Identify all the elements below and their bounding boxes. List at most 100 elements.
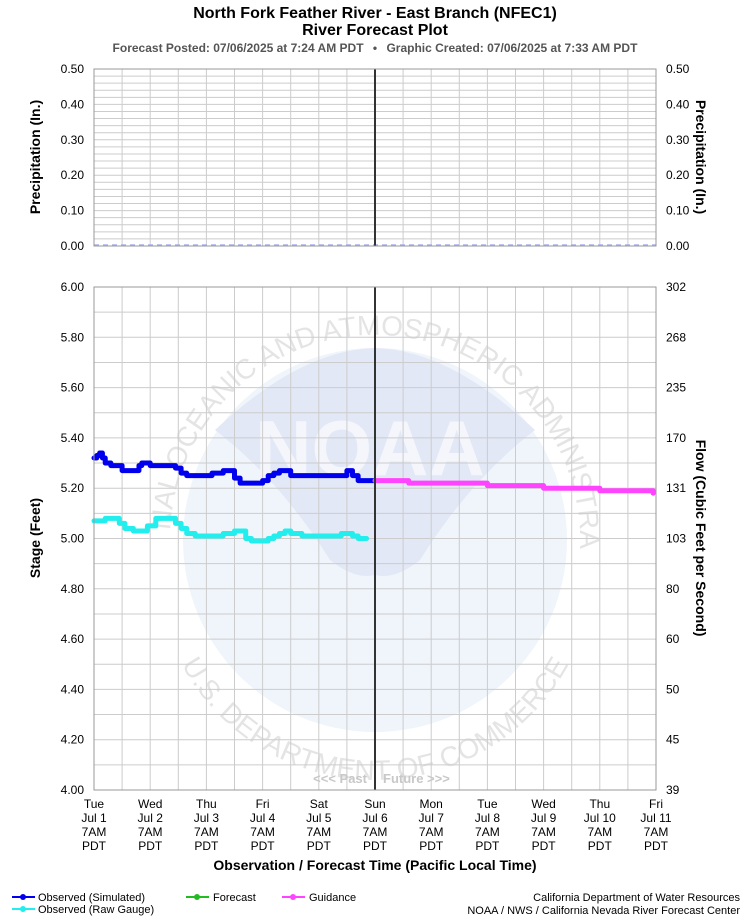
x-tick-label-line: PDT [194, 839, 219, 853]
precip-ticks-left: 0.00 0.10 0.20 0.30 0.40 0.50 [61, 62, 85, 253]
graphic-created: Graphic Created: 07/06/2025 at 7:33 AM P… [386, 41, 638, 55]
chart-subtitle: River Forecast Plot [302, 22, 449, 39]
separator-bullet: • [373, 41, 377, 55]
flow-tick-label: 235 [666, 381, 686, 395]
x-tick-label-line: Jul 8 [475, 811, 501, 825]
credit-dwr: California Department of Water Resources [533, 892, 740, 904]
precip-tick-label-right: 0.20 [666, 168, 690, 182]
series-line-guidance [372, 478, 656, 496]
x-tick-label-line: Thu [196, 797, 217, 811]
x-tick-label-line: Jul 1 [81, 811, 107, 825]
flow-tick-label: 45 [666, 733, 680, 747]
x-tick-label: Fri Jul 11 7AM PDT [640, 797, 671, 853]
x-tick-label-line: Tue [477, 797, 498, 811]
stage-tick-label: 6.00 [61, 280, 85, 294]
x-tick-label-line: Fri [649, 797, 663, 811]
flow-tick-label: 103 [666, 532, 686, 546]
x-tick-label-line: Jul 5 [306, 811, 332, 825]
stage-tick-label: 5.80 [61, 330, 85, 344]
precip-ticks-right: 0.00 0.10 0.20 0.30 0.40 0.50 [666, 62, 690, 253]
x-tick-label-line: 7AM [363, 825, 388, 839]
legend-forecast: Forecast [186, 892, 256, 904]
x-tick-label-line: 7AM [82, 825, 107, 839]
flow-tick-label: 80 [666, 582, 680, 596]
flow-tick-label: 302 [666, 280, 686, 294]
x-tick-label-line: 7AM [644, 825, 669, 839]
x-tick-label-line: Sat [310, 797, 329, 811]
x-tick-label-line: PDT [251, 839, 276, 853]
stage-series [91, 450, 656, 544]
x-tick-label-line: PDT [82, 839, 107, 853]
flow-ylabel-right: Flow (Cubic Feet per Second) [693, 440, 709, 637]
forecast-posted: Forecast Posted: 07/06/2025 at 7:24 AM P… [113, 41, 365, 55]
x-tick-label: Wed Jul 9 7AM PDT [531, 797, 557, 853]
stage-tick-label: 4.60 [61, 632, 85, 646]
precip-tick-label-left: 0.20 [61, 168, 85, 182]
x-tick-label-line: 7AM [138, 825, 163, 839]
precip-tick-label-left: 0.10 [61, 204, 85, 218]
flow-tick-label: 39 [666, 783, 680, 797]
x-tick-label-line: Thu [589, 797, 610, 811]
stage-ylabel-left: Stage (Feet) [27, 498, 43, 578]
x-tick-label-line: PDT [532, 839, 557, 853]
legend-observed-raw-label: Observed (Raw Gauge) [38, 904, 154, 916]
x-tick-label-line: Tue [84, 797, 105, 811]
stage-tick-label: 4.40 [61, 682, 85, 696]
x-tick-label-line: PDT [419, 839, 444, 853]
x-tick-label-line: Jul 6 [362, 811, 388, 825]
precip-tick-label-right: 0.40 [666, 97, 690, 111]
flow-tick-label: 131 [666, 481, 686, 495]
credit-cnrfc: NOAA / NWS / California Nevada River For… [467, 905, 740, 917]
x-tick-label: Tue Jul 1 7AM PDT [81, 797, 107, 853]
x-tick-label-line: Wed [531, 797, 555, 811]
future-marker: Future >>> [383, 771, 450, 786]
x-tick-label-line: PDT [475, 839, 500, 853]
x-tick-label-line: Fri [256, 797, 270, 811]
x-tick-label-line: 7AM [587, 825, 612, 839]
series-line-observed-simulated [91, 450, 378, 486]
precip-tick-label-left: 0.40 [61, 97, 85, 111]
x-tick-label-line: Jul 4 [250, 811, 276, 825]
x-tick-label-line: PDT [363, 839, 388, 853]
x-tick-label: Sat Jul 5 7AM PDT [306, 797, 332, 853]
flow-tick-label: 50 [666, 682, 680, 696]
stage-tick-label: 5.60 [61, 381, 85, 395]
x-tick-label-line: 7AM [250, 825, 275, 839]
x-tick-label-line: PDT [588, 839, 613, 853]
x-tick-label-line: Jul 7 [419, 811, 445, 825]
flow-tick-label: 60 [666, 632, 680, 646]
precipitation-panel: 0.00 0.10 0.20 0.30 0.40 0.50 0.00 0.10 0.20 0.3… [61, 62, 690, 253]
legend-observed-simulated-label: Observed (Simulated) [38, 892, 145, 904]
precip-tick-label-left: 0.30 [61, 133, 85, 147]
legend: Observed (Simulated) Observed (Raw Gauge… [12, 892, 356, 916]
x-tick-label-line: 7AM [306, 825, 331, 839]
x-tick-label-line: Jul 9 [531, 811, 557, 825]
precip-tick-label-right: 0.10 [666, 204, 690, 218]
x-tick-label-line: 7AM [531, 825, 556, 839]
past-marker: <<< Past [313, 771, 368, 786]
x-axis-title: Observation / Forecast Time (Pacific Loc… [213, 857, 536, 873]
precip-tick-label-left: 0.00 [61, 239, 85, 253]
x-tick-label-line: 7AM [419, 825, 444, 839]
x-tick-label-line: Mon [420, 797, 443, 811]
x-tick-label: Mon Jul 7 7AM PDT [419, 797, 445, 853]
noaa-watermark: NOAA NATIONAL OCEANIC AND ATMOSPHERIC AD… [0, 0, 605, 786]
precip-frame [93, 68, 657, 247]
x-tick-label-line: Jul 11 [640, 811, 671, 825]
x-tick-label: Thu Jul 3 7AM PDT [194, 797, 220, 853]
stage-tick-label: 5.00 [61, 532, 85, 546]
stage-tick-label: 4.00 [61, 783, 85, 797]
x-tick-label: Tue Jul 8 7AM PDT [475, 797, 501, 853]
flow-tick-label: 170 [666, 431, 686, 445]
stage-tick-label: 4.80 [61, 582, 85, 596]
legend-observed-simulated: Observed (Simulated) [12, 892, 145, 904]
x-tick-label-line: Jul 2 [138, 811, 164, 825]
x-tick-label: Fri Jul 4 7AM PDT [250, 797, 276, 853]
precip-tick-label-right: 0.30 [666, 133, 690, 147]
precip-tick-label-right: 0.50 [666, 62, 690, 76]
x-tick-label-line: Jul 3 [194, 811, 220, 825]
legend-guidance: Guidance [282, 892, 356, 904]
x-tick-label-line: PDT [307, 839, 332, 853]
